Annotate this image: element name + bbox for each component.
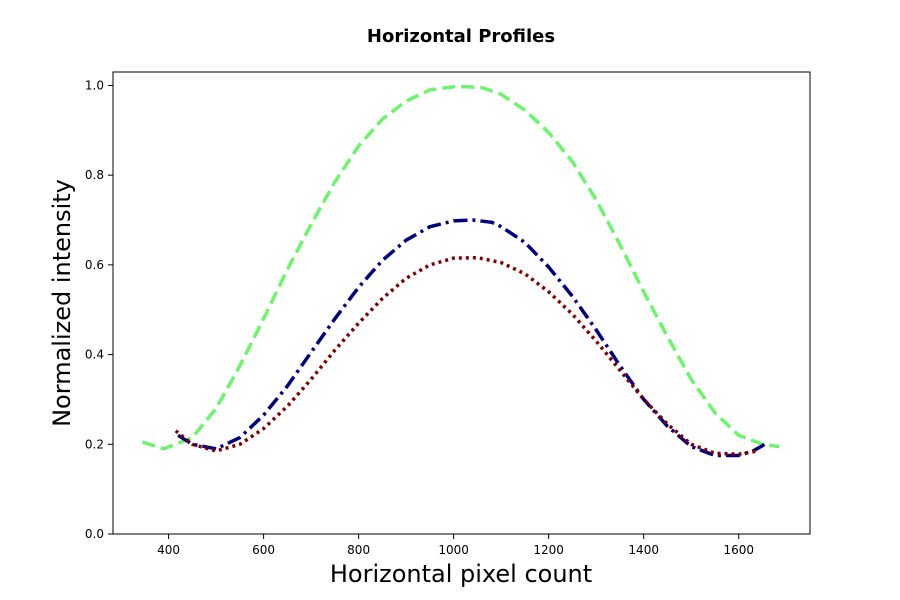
y-tick-label: 1.0 — [85, 78, 104, 92]
y-tick-label: 0.8 — [85, 168, 104, 182]
y-tick-label: 0.2 — [85, 437, 104, 451]
plot-series-group — [141, 85, 780, 458]
series-line-3 — [174, 255, 758, 456]
x-tick-label: 800 — [347, 543, 370, 557]
y-tick-label: 0.6 — [85, 258, 104, 272]
series-line-1 — [141, 85, 780, 451]
x-tick-label: 1000 — [438, 543, 469, 557]
x-tick-label: 1400 — [628, 543, 659, 557]
x-tick-label: 1600 — [723, 543, 754, 557]
x-tick-label: 600 — [252, 543, 275, 557]
y-axis-label: Normalized intensity — [48, 179, 76, 427]
chart-title: Horizontal Profiles — [367, 26, 555, 47]
x-tick-label: 400 — [157, 543, 180, 557]
plot-area-frame — [112, 71, 811, 535]
x-tick-label: 1200 — [533, 543, 564, 557]
series-line-2 — [177, 218, 766, 458]
y-tick-label: 0.4 — [85, 348, 104, 362]
x-axis-label: Horizontal pixel count — [330, 560, 592, 588]
x-axis: 400 600 800 1000 1200 1400 1600 — [157, 534, 754, 557]
y-axis: 0.0 0.2 0.4 0.6 0.8 1.0 — [85, 78, 113, 541]
y-tick-label: 0.0 — [85, 527, 104, 541]
